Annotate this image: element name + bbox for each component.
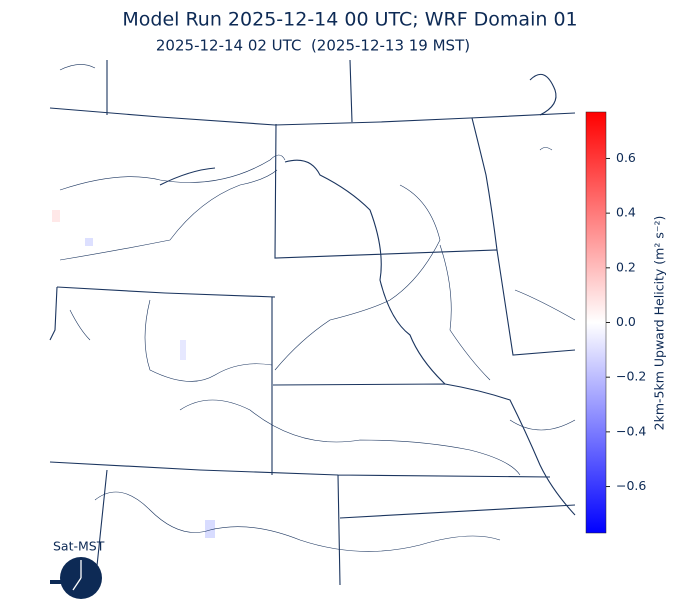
map <box>49 59 576 586</box>
colorbar-tick-label: 0.6 <box>616 150 636 165</box>
clock-icon <box>50 557 102 599</box>
title: Model Run 2025-12-14 00 UTC; WRF Domain … <box>122 9 577 31</box>
colorbar-tick-label: −0.6 <box>616 478 646 493</box>
colorbar-tick-label: 0.0 <box>616 314 636 329</box>
colorbar-label: 2km-5km Upward Helicity (m² s⁻²) <box>652 216 667 431</box>
colorbar-ticks: −0.6 −0.4 −0.2 0.0 0.2 0.4 0.6 <box>606 150 646 493</box>
subtitle: 2025-12-14 02 UTC (2025-12-13 19 MST) <box>156 37 470 55</box>
clock-label: Sat-MST <box>53 539 105 554</box>
colorbar-tick-label: −0.4 <box>616 423 646 438</box>
colorbar-tick-label: −0.2 <box>616 369 646 384</box>
colorbar-tick-label: 0.4 <box>616 205 636 220</box>
colorbar <box>585 111 607 534</box>
colorbar-tick-label: 0.2 <box>616 259 636 274</box>
